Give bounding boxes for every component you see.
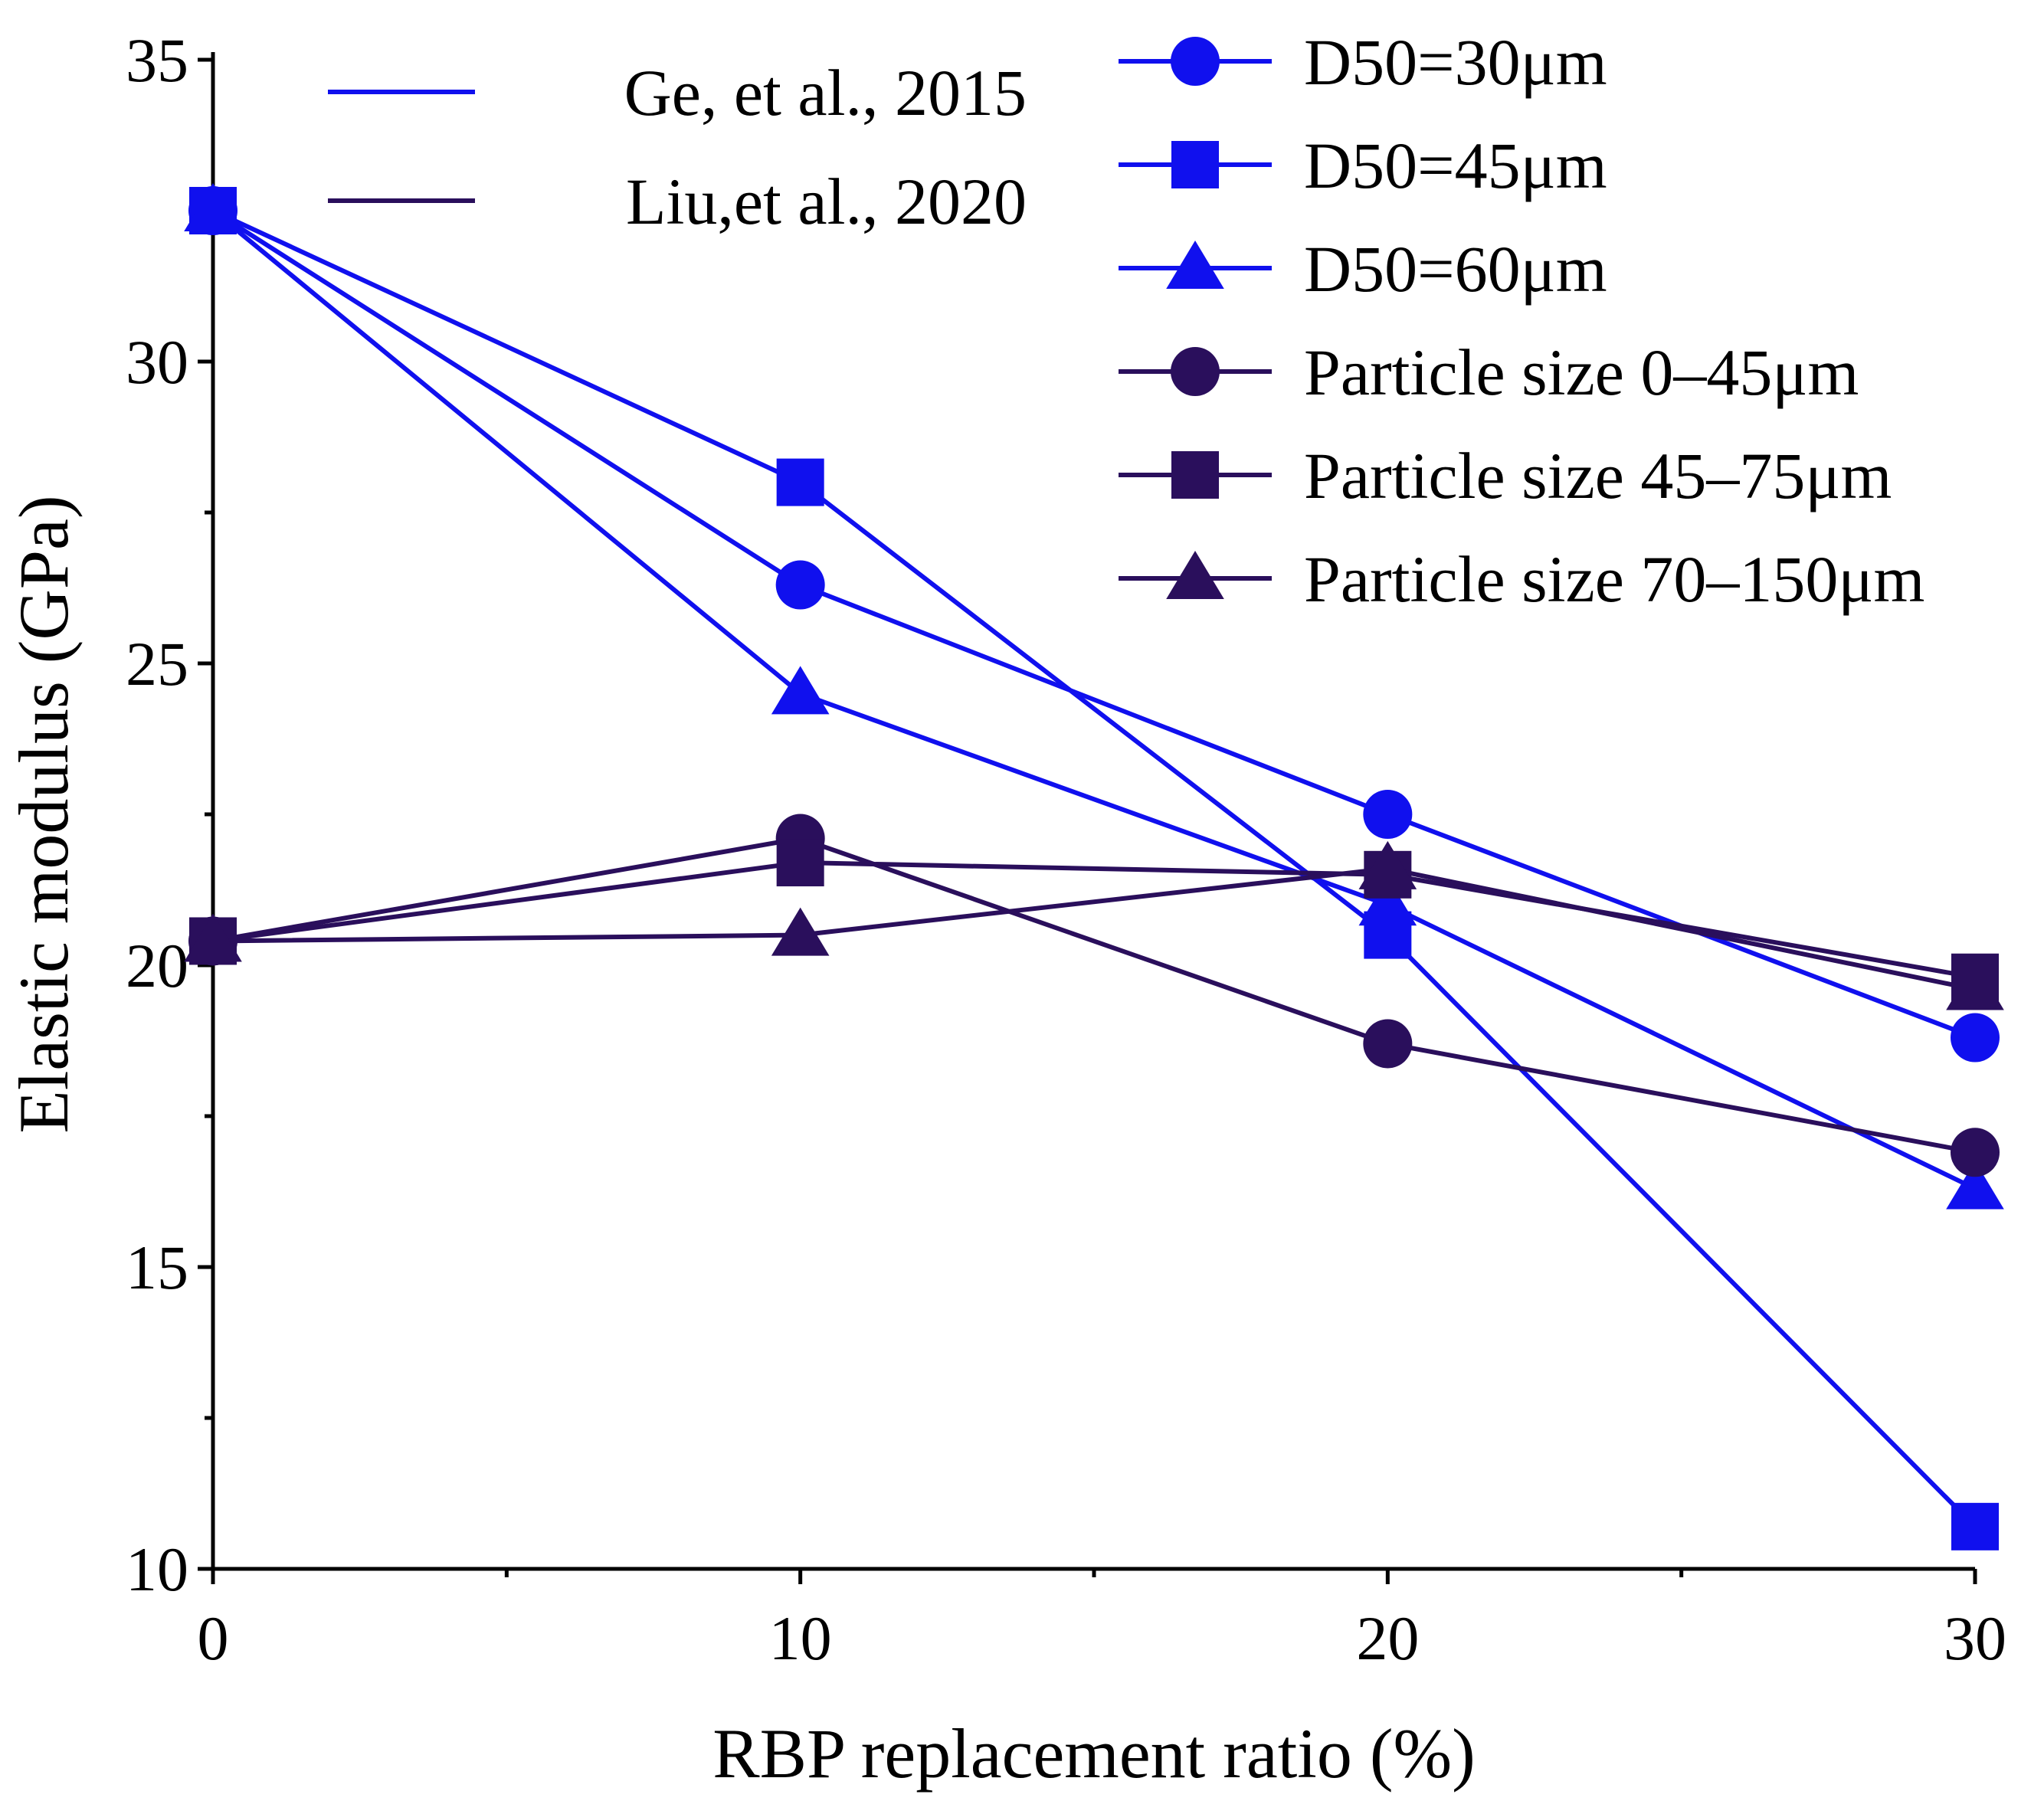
legend-marker bbox=[1171, 347, 1220, 396]
series-6-line bbox=[212, 866, 1976, 992]
y-tick-label: 30 bbox=[126, 327, 188, 397]
series-6-point bbox=[1358, 840, 1417, 889]
legend-marker bbox=[1166, 551, 1224, 599]
legend-marker bbox=[1171, 141, 1219, 188]
series-3-point bbox=[771, 666, 830, 715]
y-axis-title: Elastic modulus (GPa) bbox=[5, 496, 83, 1134]
series-2-point bbox=[1951, 1502, 1999, 1550]
series-6-point bbox=[184, 913, 242, 962]
x-tick-label: 10 bbox=[769, 1603, 832, 1673]
series-4-point bbox=[1951, 1128, 2000, 1177]
legend-label: Particle size 0–45μm bbox=[1304, 336, 1859, 409]
y-tick-label: 20 bbox=[126, 931, 188, 1000]
series-2-point bbox=[776, 458, 824, 506]
series-5-point bbox=[776, 839, 824, 887]
x-tick-label: 0 bbox=[198, 1603, 229, 1673]
y-tick-label: 25 bbox=[126, 629, 188, 699]
series-3-line bbox=[211, 208, 1977, 1191]
legend-marker bbox=[1171, 37, 1220, 86]
series-4-point bbox=[1363, 1019, 1413, 1069]
legend-group: Ge, et al., 2015 Liu,et al., 2020 D50=30μm… bbox=[328, 25, 1924, 616]
series-2-line bbox=[211, 208, 1977, 1528]
series-1-point bbox=[1951, 1013, 2000, 1063]
series-6-point bbox=[1946, 961, 2004, 1010]
series-1-point bbox=[775, 560, 825, 610]
series-group bbox=[184, 183, 2004, 1550]
x-tick-label: 20 bbox=[1356, 1603, 1419, 1673]
series-6-point bbox=[771, 907, 830, 956]
legend-marker bbox=[1166, 241, 1224, 289]
series-3-point bbox=[1946, 1161, 2004, 1210]
series-3-point bbox=[184, 183, 242, 231]
series-4-line bbox=[212, 836, 1976, 1155]
source-legend-label: Ge, et al., 2015 bbox=[624, 56, 1027, 129]
series-1-point bbox=[1363, 790, 1413, 839]
x-tick-label: 30 bbox=[1944, 1603, 2006, 1673]
y-tick-label: 15 bbox=[126, 1233, 188, 1302]
series-3-point bbox=[1358, 877, 1417, 926]
y-tick-label: 10 bbox=[126, 1534, 188, 1604]
legend-label: Particle size 45–75μm bbox=[1304, 439, 1892, 512]
legend-marker bbox=[1171, 451, 1219, 499]
y-tick-label: 35 bbox=[126, 25, 188, 95]
legend-label: Particle size 70–150μm bbox=[1304, 542, 1924, 616]
source-legend-label: Liu,et al., 2020 bbox=[626, 165, 1027, 238]
legend-label: D50=45μm bbox=[1304, 129, 1607, 202]
x-axis-title: RBP replacement ratio (%) bbox=[712, 1714, 1475, 1793]
legend-label: D50=30μm bbox=[1304, 25, 1607, 99]
series-5-line bbox=[212, 860, 1976, 980]
legend-label: D50=60μm bbox=[1304, 232, 1607, 306]
